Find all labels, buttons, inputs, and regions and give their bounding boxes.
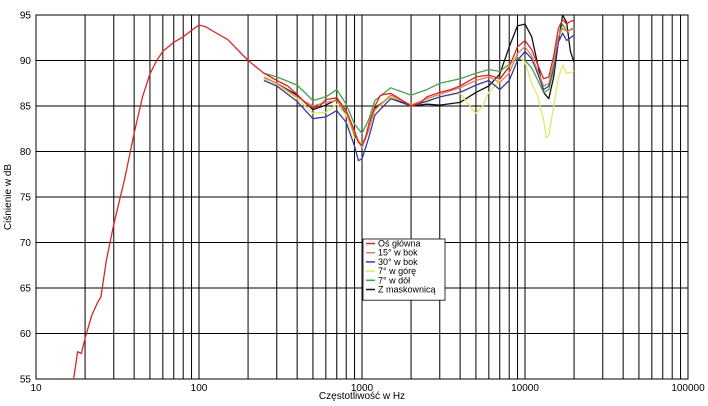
y-tick-label: 75: [20, 193, 32, 204]
data-series: [72, 14, 575, 380]
y-tick-label: 80: [20, 147, 32, 158]
legend-label: 15° w bok: [378, 248, 418, 258]
x-tick-label: 100: [191, 383, 208, 394]
x-tick-label: 1000: [351, 383, 374, 394]
legend-label: Oś główna: [378, 239, 421, 249]
series-line: [263, 23, 575, 134]
series-line: [72, 18, 575, 380]
x-tick-label: 100000: [671, 383, 705, 394]
x-axis-ticks: 10 100 1000 10000 100000: [30, 383, 705, 394]
legend-label: 30° w bok: [378, 257, 418, 267]
x-axis-title: Częstotliwość w Hz: [319, 391, 405, 402]
legend-label: 7° w dół: [378, 275, 410, 285]
x-tick-label: 10000: [511, 383, 539, 394]
y-tick-label: 70: [20, 238, 32, 249]
y-tick-label: 90: [20, 56, 32, 67]
legend-label: Z maskownicą: [378, 285, 436, 295]
series-line: [263, 55, 575, 145]
y-tick-label: 65: [20, 284, 32, 295]
series-line: [263, 27, 575, 148]
y-tick-label: 85: [20, 102, 32, 113]
y-tick-label: 55: [20, 375, 32, 386]
y-axis-ticks: 55 60 65 70 75 80 85 90 95: [20, 11, 32, 386]
y-axis-title: Ciśnienie w dB: [3, 164, 14, 230]
y-tick-label: 60: [20, 329, 32, 340]
x-tick-label: 10: [30, 383, 42, 394]
y-tick-label: 95: [20, 11, 32, 22]
grid-lines: [36, 15, 688, 379]
legend-box: [362, 238, 446, 301]
legend-label: 7° w górę: [378, 266, 416, 276]
